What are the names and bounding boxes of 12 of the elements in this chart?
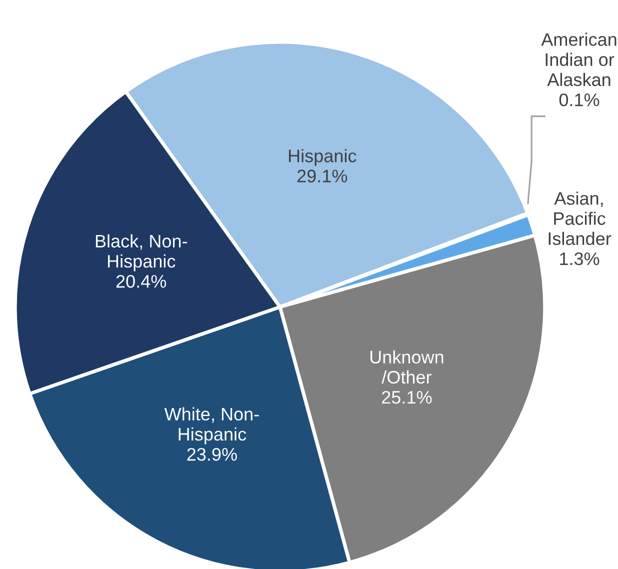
data-label: 23.9% [187, 448, 237, 461]
slice-label: Unknown /Other [370, 350, 444, 384]
slice-label: Black, Non- Hispanic [96, 234, 187, 272]
slice-label: White, Non- Hispanic [164, 407, 259, 444]
data-label: 0.1% [559, 93, 600, 106]
slice-label: Hispanic [289, 149, 356, 166]
data-label: 20.4% [116, 274, 166, 288]
data-label: 29.1% [297, 170, 348, 182]
slice-label: American Indian or Alaskan [541, 32, 616, 86]
slice-label: Asian, Pacific Islander [548, 192, 612, 246]
data-label: 25.1% [382, 390, 432, 404]
data-label: 1.3% [560, 252, 600, 266]
